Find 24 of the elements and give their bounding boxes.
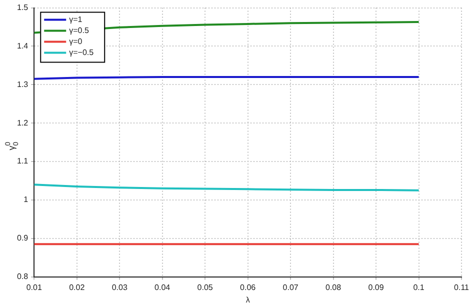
y-tick-label: 1.3	[16, 80, 29, 89]
x-tick-label: 0.04	[154, 282, 171, 292]
x-tick-label: 0.09	[368, 282, 384, 292]
legend-label: γ=1	[69, 15, 83, 24]
x-tick-label: 0.06	[240, 282, 256, 292]
legend-label: γ=0.5	[69, 26, 90, 36]
y-tick-label: 1.4	[16, 41, 29, 50]
x-tick-label: 0.1	[413, 282, 425, 292]
x-tick-label: 0.11	[454, 282, 470, 292]
y-tick-label: 0.8	[16, 272, 29, 282]
y-tick-label: 0.9	[16, 234, 29, 243]
legend-label: γ=−0.5	[69, 48, 94, 58]
x-tick-label: 0.02	[69, 282, 86, 292]
x-tick-label: 0.01	[26, 282, 42, 292]
x-tick-label: 0.05	[197, 282, 214, 292]
x-tick-label: 0.07	[282, 282, 299, 292]
y-tick-label: 1.2	[16, 118, 29, 128]
x-axis-title: λ	[246, 295, 250, 304]
x-tick-label: 0.03	[112, 282, 128, 292]
legend-label: γ=0	[69, 37, 83, 46]
y-tick-label: 1.5	[16, 3, 29, 12]
y-tick-label: 1.1	[16, 156, 29, 166]
y-tick-label: 1	[24, 195, 29, 204]
x-tick-label: 0.08	[326, 282, 342, 292]
